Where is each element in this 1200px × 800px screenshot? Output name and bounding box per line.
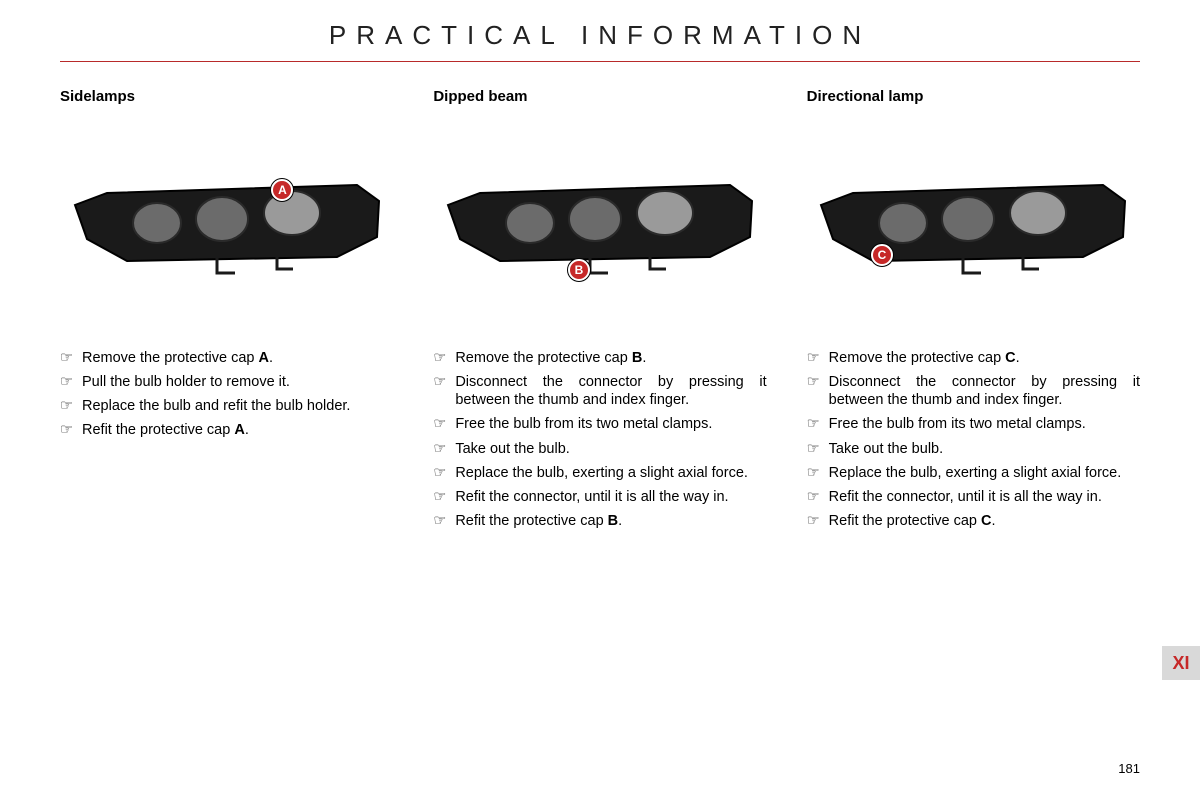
step-item: ☞Refit the connector, until it is all th… — [433, 488, 766, 506]
heading-sidelamps: Sidelamps — [60, 88, 393, 105]
chapter-tab: XI — [1162, 646, 1200, 680]
pointing-hand-icon: ☞ — [433, 349, 455, 367]
step-text: Take out the bulb. — [455, 440, 766, 458]
steps-directional-lamp: ☞Remove the protective cap C.☞Disconnect… — [807, 349, 1140, 530]
step-text: Free the bulb from its two metal clamps. — [455, 415, 766, 433]
column-dipped-beam: Dipped beam B — [433, 88, 766, 536]
figure-directional-lamp: C — [807, 125, 1140, 325]
pointing-hand-icon: ☞ — [433, 464, 455, 482]
headlamp-illustration: C — [813, 165, 1133, 285]
page-title: PRACTICAL INFORMATION — [60, 20, 1140, 61]
pointing-hand-icon: ☞ — [60, 421, 82, 439]
headlamp-illustration: A — [67, 165, 387, 285]
heading-dipped-beam: Dipped beam — [433, 88, 766, 105]
steps-dipped-beam: ☞Remove the protective cap B.☞Disconnect… — [433, 349, 766, 530]
pointing-hand-icon: ☞ — [433, 512, 455, 530]
step-text: Replace the bulb, exerting a slight axia… — [829, 464, 1140, 482]
step-text: Disconnect the connector by pressing it … — [455, 373, 766, 409]
pointing-hand-icon: ☞ — [807, 488, 829, 506]
headlamp-svg — [813, 165, 1133, 285]
pointing-hand-icon: ☞ — [60, 397, 82, 415]
step-item: ☞Free the bulb from its two metal clamps… — [807, 415, 1140, 433]
column-directional-lamp: Directional lamp C — [807, 88, 1140, 536]
step-text: Refit the protective cap A. — [82, 421, 393, 439]
step-item: ☞Refit the connector, until it is all th… — [807, 488, 1140, 506]
pointing-hand-icon: ☞ — [433, 488, 455, 506]
step-text: Free the bulb from its two metal clamps. — [829, 415, 1140, 433]
header-rule — [60, 61, 1140, 62]
step-item: ☞Free the bulb from its two metal clamps… — [433, 415, 766, 433]
step-text: Replace the bulb, exerting a slight axia… — [455, 464, 766, 482]
figure-dipped-beam: B — [433, 125, 766, 325]
step-item: ☞Pull the bulb holder to remove it. — [60, 373, 393, 391]
step-text: Replace the bulb and refit the bulb hold… — [82, 397, 393, 415]
pointing-hand-icon: ☞ — [807, 464, 829, 482]
pointing-hand-icon: ☞ — [433, 440, 455, 458]
pointing-hand-icon: ☞ — [433, 415, 455, 433]
page: PRACTICAL INFORMATION Sidelamps — [0, 0, 1200, 800]
heading-directional-lamp: Directional lamp — [807, 88, 1140, 105]
marker-c-label: C — [878, 248, 887, 262]
pointing-hand-icon: ☞ — [807, 512, 829, 530]
pointing-hand-icon: ☞ — [807, 373, 829, 409]
pointing-hand-icon: ☞ — [60, 373, 82, 391]
marker-a-label: A — [278, 183, 287, 197]
columns: Sidelamps A — [60, 88, 1140, 536]
step-text: Refit the connector, until it is all the… — [455, 488, 766, 506]
chapter-tab-label: XI — [1172, 653, 1189, 674]
steps-sidelamps: ☞Remove the protective cap A.☞Pull the b… — [60, 349, 393, 440]
step-item: ☞Replace the bulb and refit the bulb hol… — [60, 397, 393, 415]
pointing-hand-icon: ☞ — [807, 415, 829, 433]
headlamp-svg — [440, 165, 760, 285]
figure-sidelamps: A — [60, 125, 393, 325]
step-item: ☞Disconnect the connector by pressing it… — [433, 373, 766, 409]
step-text: Pull the bulb holder to remove it. — [82, 373, 393, 391]
step-item: ☞Refit the protective cap B. — [433, 512, 766, 530]
column-sidelamps: Sidelamps A — [60, 88, 393, 536]
step-text: Refit the connector, until it is all the… — [829, 488, 1140, 506]
marker-c: C — [871, 244, 893, 266]
pointing-hand-icon: ☞ — [807, 349, 829, 367]
step-text: Remove the protective cap B. — [455, 349, 766, 367]
marker-b-label: B — [575, 263, 584, 277]
step-text: Remove the protective cap A. — [82, 349, 393, 367]
step-item: ☞Take out the bulb. — [807, 440, 1140, 458]
pointing-hand-icon: ☞ — [807, 440, 829, 458]
step-text: Remove the protective cap C. — [829, 349, 1140, 367]
marker-b: B — [568, 259, 590, 281]
headlamp-svg — [67, 165, 387, 285]
step-item: ☞Take out the bulb. — [433, 440, 766, 458]
step-item: ☞Refit the protective cap C. — [807, 512, 1140, 530]
step-item: ☞Replace the bulb, exerting a slight axi… — [807, 464, 1140, 482]
step-item: ☞Refit the protective cap A. — [60, 421, 393, 439]
step-item: ☞Remove the protective cap C. — [807, 349, 1140, 367]
step-text: Take out the bulb. — [829, 440, 1140, 458]
step-text: Disconnect the connector by pressing it … — [829, 373, 1140, 409]
pointing-hand-icon: ☞ — [433, 373, 455, 409]
step-text: Refit the protective cap C. — [829, 512, 1140, 530]
headlamp-illustration: B — [440, 165, 760, 285]
pointing-hand-icon: ☞ — [60, 349, 82, 367]
step-item: ☞Replace the bulb, exerting a slight axi… — [433, 464, 766, 482]
step-item: ☞Remove the protective cap A. — [60, 349, 393, 367]
page-number: 181 — [1118, 761, 1140, 776]
step-item: ☞Disconnect the connector by pressing it… — [807, 373, 1140, 409]
step-item: ☞Remove the protective cap B. — [433, 349, 766, 367]
step-text: Refit the protective cap B. — [455, 512, 766, 530]
